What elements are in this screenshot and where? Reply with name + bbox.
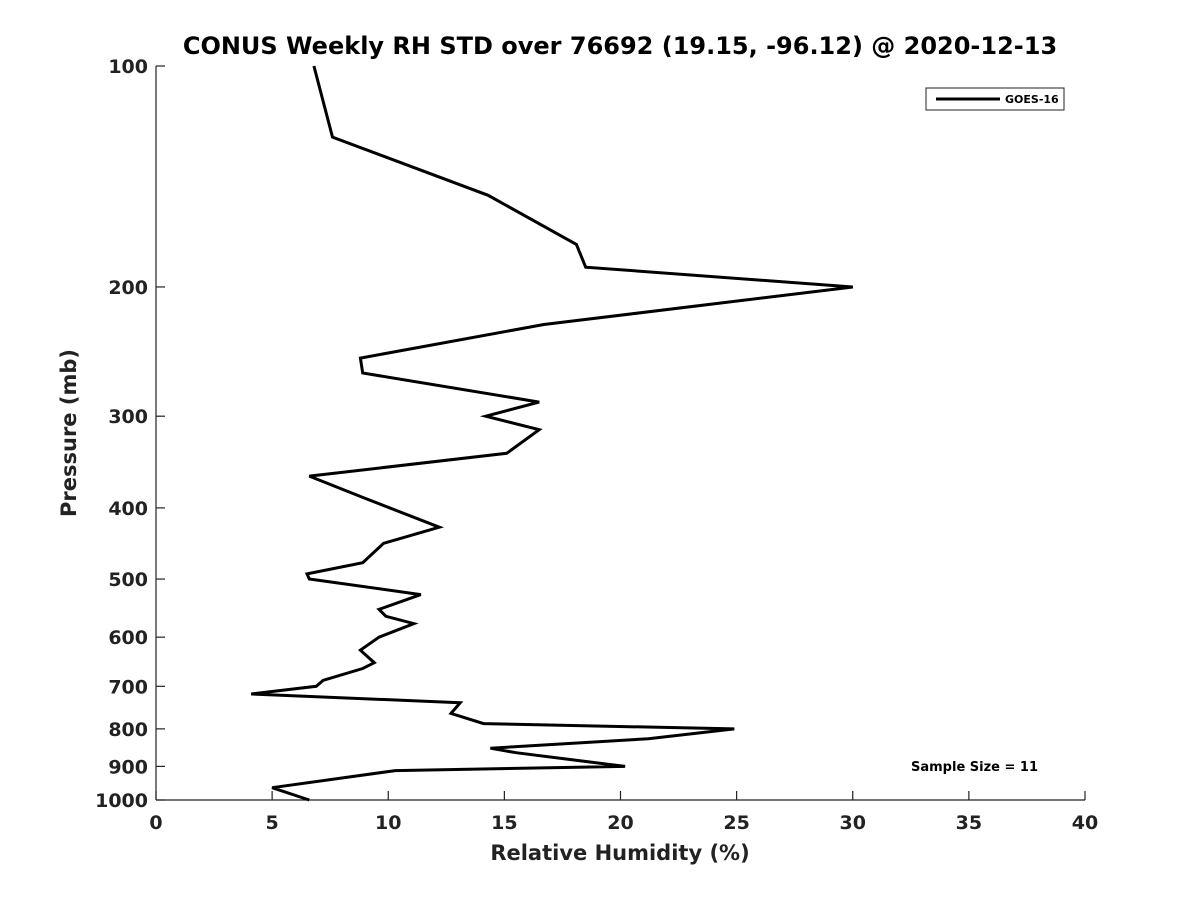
x-tick-label: 40 [1072,812,1098,834]
x-ticks: 0 5 10 15 20 25 30 35 40 [149,791,1098,834]
x-tick-label: 20 [607,812,633,834]
y-tick-label: 800 [108,719,148,741]
legend-label-goes-16: GOES-16 [1005,93,1059,106]
y-tick-label: 600 [108,627,148,649]
x-tick-label: 30 [840,812,866,834]
series-line-0 [251,65,853,802]
y-tick-label: 700 [108,676,148,698]
x-tick-label: 10 [375,812,401,834]
sample-size-annotation: Sample Size = 11 [911,760,1038,775]
y-tick-label: 400 [108,498,148,520]
y-axis-label: Pressure (mb) [57,349,81,517]
x-tick-label: 35 [956,812,982,834]
y-tick-label: 300 [108,406,148,428]
y-tick-label: 200 [108,277,148,299]
x-tick-label: 15 [491,812,517,834]
x-tick-label: 5 [266,812,279,834]
legend: GOES-16 [925,87,1065,111]
series-layer [251,65,853,802]
y-tick-label: 500 [108,569,148,591]
y-tick-label: 900 [108,756,148,778]
y-tick-label: 100 [108,56,148,78]
y-tick-label: 1000 [95,790,148,812]
x-axis-label: Relative Humidity (%) [490,841,749,865]
x-tick-label: 25 [723,812,749,834]
y-ticks: 100 200 300 400 500 600 700 800 900 1000 [95,56,165,812]
chart-title: CONUS Weekly RH STD over 76692 (19.15, -… [183,32,1057,60]
x-tick-label: 0 [149,812,162,834]
